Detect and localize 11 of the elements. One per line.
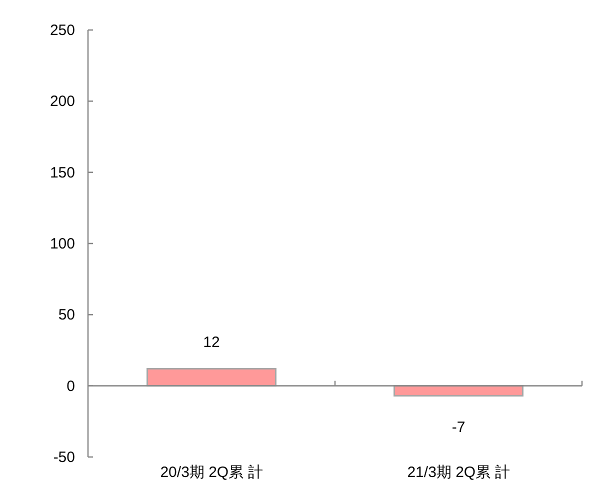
data-label: -7 <box>452 418 466 436</box>
y-tick-label: -50 <box>53 449 75 466</box>
data-label: 12 <box>203 334 220 351</box>
y-tick-label: 100 <box>50 236 75 252</box>
y-tick-label: 50 <box>58 306 75 324</box>
y-tick-label: 250 <box>50 22 75 39</box>
y-tick-label: 150 <box>50 164 75 182</box>
x-tick-label: 20/3期 2Q累 計 <box>160 464 263 481</box>
y-tick-label: 0 <box>66 378 75 395</box>
y-tick-label: 200 <box>50 93 75 110</box>
x-tick-label: 21/3期 2Q累 計 <box>407 464 510 481</box>
